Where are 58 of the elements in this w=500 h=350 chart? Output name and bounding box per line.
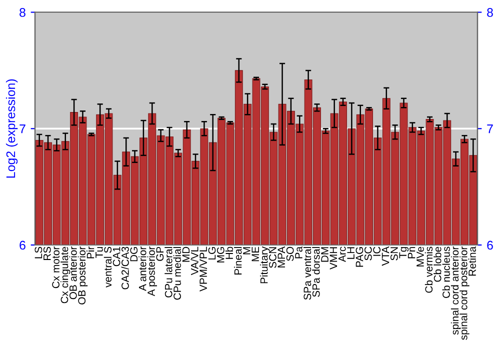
x-tick-label: Tu bbox=[96, 247, 103, 258]
x-tick-label: DM bbox=[321, 247, 328, 262]
x-tick-label: SCN bbox=[269, 247, 276, 268]
x-tick-label: M bbox=[243, 247, 250, 254]
x-tick-label: Pn bbox=[408, 247, 416, 258]
x-tick-label: Cx motor bbox=[52, 246, 60, 288]
x-tick-label: LG bbox=[208, 247, 216, 260]
x-tick-label: MD bbox=[182, 246, 190, 262]
y-tick-label: 7 bbox=[20, 124, 26, 134]
x-tick-label: VPM/VPL bbox=[199, 246, 207, 292]
x-tick-label: Cb lobe bbox=[434, 246, 442, 282]
x-tick-label: CPu lateral bbox=[164, 247, 172, 298]
x-tick-label: MPA bbox=[278, 246, 285, 268]
x-tick-label: LH bbox=[347, 247, 354, 259]
x-tick-label: CA1 bbox=[112, 246, 120, 266]
x-tick-label: Cx cingulate bbox=[60, 246, 70, 304]
x-tick-label: Cb vermis bbox=[424, 246, 433, 293]
x-tick-label: LS bbox=[34, 246, 42, 258]
x-tick-label: GP bbox=[156, 246, 164, 261]
x-tick-label: Tg bbox=[399, 247, 409, 258]
x-tick-label: A posterior bbox=[147, 246, 157, 296]
x-tick-label: SO bbox=[286, 246, 294, 261]
x-tick-label: Retina bbox=[468, 246, 476, 276]
x-tick-label: Pituitary bbox=[260, 246, 270, 284]
y-tick-label: 8 bbox=[20, 8, 26, 17]
x-tick-label: ME bbox=[252, 246, 259, 262]
x-tick-label: OB anterior bbox=[69, 246, 77, 300]
y2-tick-label: 6 bbox=[487, 240, 493, 250]
x-tick-label: SN bbox=[390, 247, 398, 260]
x-tick-label: spinal cord anterior bbox=[450, 246, 461, 335]
x-tick-label: Pir bbox=[86, 246, 94, 258]
x-tick-label: Hb bbox=[225, 246, 234, 259]
x-tick-label: RS bbox=[43, 246, 51, 260]
x-tick-label: Cb nucleus bbox=[442, 246, 450, 298]
x-tick-label: spinal cord posterior bbox=[460, 246, 470, 340]
x-tick-label: MG bbox=[216, 247, 224, 262]
x-tick-label: VA/VL bbox=[190, 246, 198, 276]
x-tick-label: Pineal bbox=[234, 247, 242, 274]
x-tick-label: IC bbox=[373, 246, 381, 256]
x-tick-label: PAG bbox=[356, 247, 364, 267]
x-tick-label: CPu medial bbox=[173, 247, 181, 300]
x-tick-label: MVe bbox=[416, 246, 424, 266]
x-tick-label: CA2/CA3 bbox=[121, 246, 129, 290]
x-tick-label: DG bbox=[130, 247, 138, 262]
x-tick-label: SC bbox=[364, 246, 372, 260]
x-tick-label: Pa bbox=[295, 246, 302, 258]
y2-tick-label: 7 bbox=[487, 124, 493, 134]
x-tick-label: SPa ventral bbox=[303, 247, 312, 300]
y-tick-label: 6 bbox=[20, 240, 26, 250]
y-axis-title: Log2 (expression) bbox=[6, 79, 18, 178]
x-tick-label: VTA bbox=[382, 246, 390, 266]
x-tick-label: A anterior bbox=[138, 246, 146, 291]
x-tick-label: Arc bbox=[338, 246, 346, 262]
x-tick-label: VMH bbox=[330, 247, 338, 270]
x-tick-label: SPa dorsal bbox=[312, 247, 320, 297]
x-tick-label: OB posterior bbox=[78, 246, 88, 304]
y2-tick-label: 8 bbox=[487, 8, 493, 17]
x-tick-label: ventral S bbox=[104, 246, 112, 288]
